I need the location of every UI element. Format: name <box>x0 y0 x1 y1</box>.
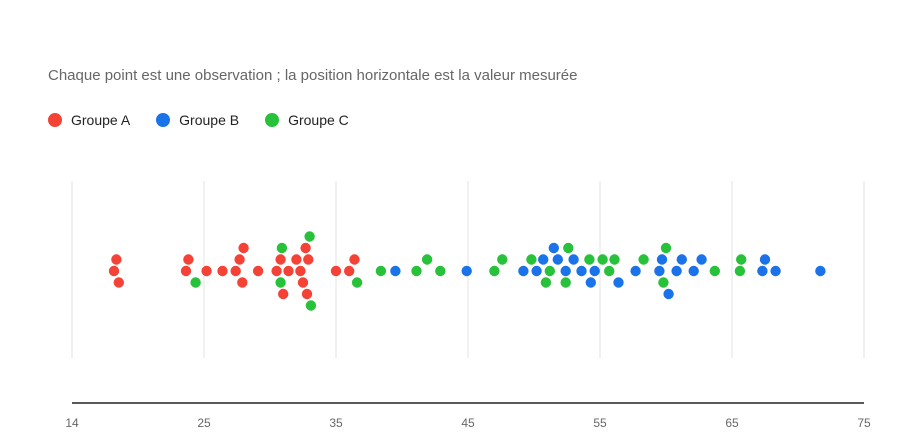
data-point-series-2-9[interactable] <box>435 265 446 277</box>
legend-item-groupe-b[interactable]: Groupe B <box>156 112 239 128</box>
data-point-series-0-7[interactable] <box>230 265 241 277</box>
data-point-series-2-24[interactable] <box>709 265 720 277</box>
data-point-series-1-10[interactable] <box>585 277 596 288</box>
data-point-series-2-26[interactable] <box>736 254 747 265</box>
data-point-series-2-19[interactable] <box>604 265 615 277</box>
data-point-series-0-22[interactable] <box>330 265 342 277</box>
x-tick-label-75: 75 <box>857 416 871 430</box>
data-point-series-1-23[interactable] <box>770 265 781 277</box>
data-point-series-2-22[interactable] <box>658 277 669 288</box>
data-point-series-0-16[interactable] <box>291 254 302 265</box>
data-point-series-0-6[interactable] <box>217 265 228 277</box>
data-point-series-0-23[interactable] <box>344 265 355 277</box>
data-point-series-1-12[interactable] <box>613 277 624 288</box>
data-point-series-0-17[interactable] <box>295 265 306 277</box>
legend-swatch-groupe-b <box>156 113 171 127</box>
data-point-series-2-5[interactable] <box>351 277 363 288</box>
data-point-series-2-4[interactable] <box>304 231 315 242</box>
legend-label-groupe-b: Groupe B <box>179 112 240 128</box>
data-point-series-0-24[interactable] <box>349 254 360 265</box>
data-point-series-2-20[interactable] <box>609 254 620 265</box>
data-point-series-1-18[interactable] <box>676 254 687 265</box>
data-point-series-2-25[interactable] <box>734 265 746 277</box>
data-point-series-0-21[interactable] <box>303 254 314 265</box>
legend-label-groupe-c: Groupe C <box>288 112 349 128</box>
x-tick-label-35: 35 <box>329 416 343 430</box>
data-point-series-0-20[interactable] <box>301 288 313 300</box>
data-point-series-1-16[interactable] <box>663 288 674 300</box>
data-point-series-1-1[interactable] <box>461 265 472 277</box>
data-point-series-0-19[interactable] <box>300 242 311 254</box>
data-point-series-1-2[interactable] <box>518 265 529 277</box>
data-point-series-2-3[interactable] <box>305 300 317 311</box>
data-point-series-1-11[interactable] <box>589 265 600 277</box>
data-point-series-0-9[interactable] <box>237 277 248 288</box>
data-point-series-0-3[interactable] <box>180 265 192 277</box>
data-point-series-2-0[interactable] <box>190 277 201 288</box>
data-point-series-0-1[interactable] <box>111 254 122 265</box>
data-point-series-1-7[interactable] <box>560 265 571 277</box>
x-tick-label-65: 65 <box>725 416 739 430</box>
data-point-series-2-8[interactable] <box>421 254 433 265</box>
data-point-series-0-0[interactable] <box>108 265 120 277</box>
data-point-series-0-15[interactable] <box>283 265 294 277</box>
data-point-series-1-3[interactable] <box>531 265 542 277</box>
x-tick-label-55: 55 <box>593 416 607 430</box>
chart-subtitle: Chaque point est une observation ; la po… <box>48 67 578 84</box>
data-point-series-1-15[interactable] <box>656 254 668 265</box>
data-point-series-2-23[interactable] <box>660 242 672 254</box>
data-point-series-0-11[interactable] <box>252 265 264 277</box>
x-tick-label-45: 45 <box>461 416 475 430</box>
data-point-series-0-18[interactable] <box>297 277 309 288</box>
data-point-series-0-12[interactable] <box>271 265 282 277</box>
data-point-series-2-11[interactable] <box>497 254 508 265</box>
data-point-series-0-13[interactable] <box>275 254 286 265</box>
data-point-series-2-14[interactable] <box>544 265 555 277</box>
legend-swatch-groupe-a <box>48 113 62 127</box>
data-point-series-1-24[interactable] <box>815 265 826 277</box>
legend-swatch-groupe-c <box>265 113 280 127</box>
data-point-series-1-13[interactable] <box>630 265 641 277</box>
data-point-series-1-21[interactable] <box>757 265 768 277</box>
data-points <box>108 231 826 311</box>
data-point-series-1-9[interactable] <box>576 265 587 277</box>
data-point-series-1-22[interactable] <box>759 254 771 265</box>
data-point-series-0-8[interactable] <box>234 254 245 265</box>
x-tick-label-25: 25 <box>197 416 211 430</box>
data-point-series-1-0[interactable] <box>390 265 401 277</box>
x-tick-label-14: 14 <box>65 416 79 430</box>
data-point-series-2-13[interactable] <box>540 277 552 288</box>
data-point-series-2-2[interactable] <box>276 242 288 254</box>
data-point-series-1-20[interactable] <box>696 254 707 265</box>
data-point-series-2-7[interactable] <box>411 265 422 277</box>
legend-item-groupe-a[interactable]: Groupe A <box>48 112 130 128</box>
data-point-series-2-12[interactable] <box>526 254 537 265</box>
data-point-series-0-14[interactable] <box>278 288 289 300</box>
data-point-series-0-2[interactable] <box>113 277 125 288</box>
legend-item-groupe-c[interactable]: Groupe C <box>265 112 349 128</box>
data-point-series-0-5[interactable] <box>201 265 212 277</box>
data-point-series-1-8[interactable] <box>568 254 579 265</box>
data-point-series-1-4[interactable] <box>538 254 549 265</box>
data-point-series-2-18[interactable] <box>597 254 608 265</box>
data-point-series-1-5[interactable] <box>548 242 559 254</box>
data-point-series-2-1[interactable] <box>275 277 286 288</box>
data-point-series-2-6[interactable] <box>375 265 387 277</box>
data-point-series-1-17[interactable] <box>671 265 682 277</box>
data-point-series-2-10[interactable] <box>489 265 500 277</box>
legend-label-groupe-a: Groupe A <box>71 112 131 128</box>
data-point-series-2-21[interactable] <box>638 254 649 265</box>
data-point-series-1-6[interactable] <box>552 254 563 265</box>
x-tick-labels: 14 25 35 45 55 65 75 <box>65 416 871 430</box>
data-point-series-2-15[interactable] <box>560 277 571 288</box>
data-point-series-1-19[interactable] <box>688 265 699 277</box>
legend: Groupe A Groupe B Groupe C <box>48 112 349 128</box>
data-point-series-0-4[interactable] <box>183 254 194 265</box>
data-point-series-2-16[interactable] <box>563 242 574 254</box>
data-point-series-1-14[interactable] <box>654 265 665 277</box>
data-point-series-0-10[interactable] <box>238 242 249 254</box>
data-point-series-2-17[interactable] <box>584 254 595 265</box>
